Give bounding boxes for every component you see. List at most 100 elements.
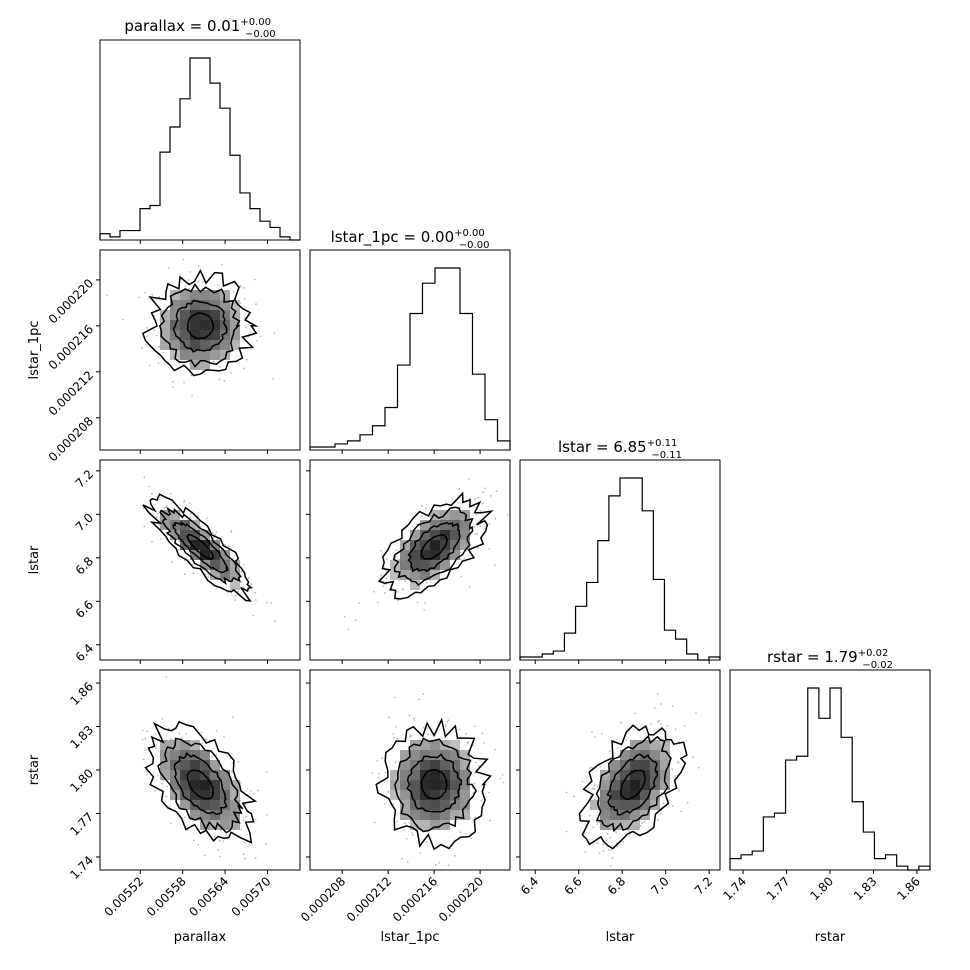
density-cell bbox=[180, 760, 190, 770]
sample-point bbox=[215, 531, 218, 534]
density-cell bbox=[180, 290, 190, 300]
sample-point bbox=[122, 318, 124, 321]
sample-point bbox=[227, 591, 229, 594]
density-cell bbox=[230, 580, 240, 590]
density-cell bbox=[210, 760, 220, 770]
sample-point bbox=[609, 836, 611, 839]
sample-point bbox=[234, 599, 237, 602]
density-cell bbox=[190, 300, 200, 310]
contour-1-sigma bbox=[406, 753, 462, 813]
sample-point bbox=[385, 577, 388, 580]
sample-point bbox=[247, 577, 250, 579]
title-lstar-1pc-minus: −0.00 bbox=[459, 240, 490, 251]
density-cell bbox=[620, 790, 630, 800]
contour-1.5-sigma bbox=[392, 506, 474, 587]
density-cell bbox=[640, 740, 650, 750]
y-tick-label-lstar: 7.0 bbox=[73, 511, 96, 534]
sample-point bbox=[376, 776, 379, 779]
sample-point bbox=[640, 822, 643, 824]
title-parallax-minus: −0.00 bbox=[245, 29, 276, 40]
x-tick-label-parallax: 0.00564 bbox=[186, 874, 231, 919]
density-cell bbox=[460, 750, 470, 760]
density-cell bbox=[210, 810, 220, 820]
density-cell bbox=[420, 570, 430, 580]
density-cell bbox=[180, 770, 190, 780]
sample-point bbox=[686, 801, 689, 804]
density-cell bbox=[190, 810, 200, 820]
density-cell bbox=[210, 540, 220, 550]
y-tick-label-lstar: 6.4 bbox=[73, 641, 96, 664]
density-cell bbox=[190, 530, 200, 540]
density-cell bbox=[460, 770, 470, 780]
sample-point bbox=[438, 861, 441, 864]
density-cell bbox=[410, 560, 420, 570]
sample-point bbox=[156, 774, 159, 777]
contour-1-sigma bbox=[172, 520, 229, 574]
density-cell bbox=[440, 810, 450, 820]
panel-frame bbox=[519, 459, 721, 661]
sample-point bbox=[188, 502, 191, 504]
sample-point bbox=[411, 834, 414, 837]
sample-point bbox=[243, 287, 245, 289]
density-cell bbox=[600, 770, 610, 780]
sample-point bbox=[181, 517, 184, 520]
density-cell bbox=[170, 530, 180, 540]
density-cell bbox=[410, 570, 420, 580]
density-cell bbox=[220, 570, 230, 580]
sample-point bbox=[189, 271, 192, 273]
density-cell bbox=[630, 780, 640, 790]
density-cell bbox=[420, 750, 430, 760]
sample-point bbox=[589, 766, 592, 769]
sample-point bbox=[157, 362, 160, 364]
density-cell bbox=[180, 350, 190, 360]
density-cell bbox=[610, 760, 620, 770]
sample-point bbox=[454, 854, 456, 857]
density-cell bbox=[630, 790, 640, 800]
density-cell bbox=[210, 800, 220, 810]
sample-point bbox=[230, 770, 233, 773]
sample-point bbox=[214, 533, 217, 536]
sample-point bbox=[674, 775, 677, 777]
contour-0.5-sigma bbox=[420, 768, 448, 801]
sample-point bbox=[599, 765, 602, 768]
sample-point bbox=[265, 843, 268, 846]
density-cell bbox=[440, 770, 450, 780]
density-cell bbox=[430, 790, 440, 800]
density-cell bbox=[220, 340, 230, 350]
panel-rstar-vs-lstar: 6.4 6.6 6.8 7.0 7.2 bbox=[516, 669, 721, 898]
density-cell bbox=[610, 800, 620, 810]
sample-point bbox=[242, 819, 245, 822]
sample-point bbox=[424, 601, 427, 604]
sample-point bbox=[628, 834, 631, 836]
sample-point bbox=[247, 335, 250, 338]
sample-point bbox=[347, 628, 350, 631]
sample-point bbox=[611, 857, 614, 859]
sample-point bbox=[190, 374, 193, 377]
density-cell bbox=[160, 770, 170, 780]
sample-point bbox=[489, 819, 491, 822]
sample-point bbox=[467, 741, 470, 744]
sample-point bbox=[183, 499, 186, 502]
sample-point bbox=[625, 739, 628, 742]
contour-2-sigma bbox=[578, 724, 688, 850]
sample-point bbox=[462, 557, 465, 560]
sample-point bbox=[596, 821, 599, 824]
sample-point bbox=[479, 510, 482, 512]
density-cell bbox=[420, 820, 430, 830]
sample-point bbox=[499, 777, 502, 780]
sample-point bbox=[475, 513, 478, 516]
density-cell bbox=[220, 350, 230, 360]
sample-point bbox=[191, 394, 193, 397]
sample-point bbox=[106, 294, 109, 297]
contour-1-sigma bbox=[173, 752, 228, 816]
density-cell bbox=[450, 540, 460, 550]
sample-point bbox=[446, 720, 449, 723]
sample-point bbox=[215, 587, 218, 590]
sample-point bbox=[588, 814, 591, 817]
density-cell bbox=[160, 740, 170, 750]
sample-point bbox=[250, 583, 253, 586]
density-cell bbox=[430, 770, 440, 780]
sample-point bbox=[602, 843, 604, 846]
sample-point bbox=[444, 723, 447, 726]
sample-point bbox=[423, 608, 426, 611]
